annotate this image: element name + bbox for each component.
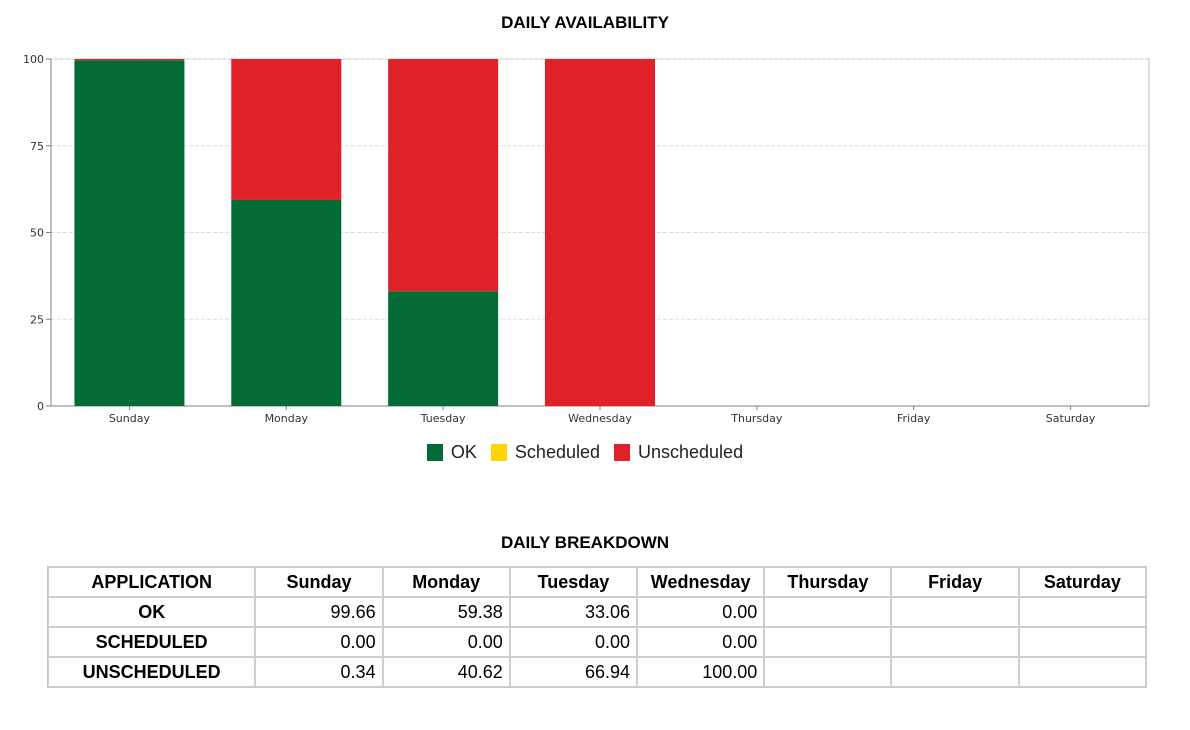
table-cell [891, 597, 1019, 627]
table-row: UNSCHEDULED 0.34 40.62 66.94 100.00 [48, 657, 1146, 687]
bar-ok-monday [231, 199, 342, 406]
table-cell [764, 627, 892, 657]
column-header: Thursday [764, 567, 892, 597]
y-tick-label: 75 [30, 140, 44, 153]
x-tick-label: Thursday [730, 412, 783, 425]
table-cell [891, 627, 1019, 657]
column-header: Wednesday [637, 567, 765, 597]
bar-ok-sunday [74, 60, 185, 406]
x-tick-label: Sunday [109, 412, 151, 425]
table-row: OK 99.66 59.38 33.06 0.00 [48, 597, 1146, 627]
table-row: SCHEDULED 0.00 0.00 0.00 0.00 [48, 627, 1146, 657]
table-cell [764, 657, 892, 687]
legend-label-unscheduled: Unscheduled [638, 442, 744, 462]
table-cell: 0.00 [637, 597, 765, 627]
bar-unscheduled-tuesday [388, 59, 499, 292]
legend-item-scheduled: Scheduled [490, 442, 600, 463]
table-cell: 0.00 [637, 627, 765, 657]
table-cell [1018, 627, 1146, 657]
legend-swatch-ok [426, 444, 443, 461]
legend-label-scheduled: Scheduled [514, 442, 600, 462]
daily-breakdown-table: APPLICATION Sunday Monday Tuesday Wednes… [47, 566, 1147, 688]
column-header: Tuesday [509, 567, 638, 597]
chart-legend: OK Scheduled Unscheduled [0, 442, 1170, 463]
table-cell [1018, 657, 1146, 687]
table-cell: 0.34 [255, 657, 383, 687]
column-header: Saturday [1018, 567, 1146, 597]
table-cell [764, 597, 892, 627]
table-cell: 0.00 [382, 627, 510, 657]
table-cell: 0.00 [255, 627, 383, 657]
y-tick-label: 0 [37, 400, 44, 413]
chart-title: DAILY AVAILABILITY [501, 13, 669, 32]
x-tick-label: Wednesday [568, 412, 632, 425]
bar-ok-tuesday [388, 291, 499, 406]
legend-item-unscheduled: Unscheduled [614, 442, 743, 463]
column-header: Monday [382, 567, 510, 597]
x-tick-label: Tuesday [420, 412, 466, 425]
daily-availability-chart: 0 25 50 75 100 Sunday Monday Tuesday Wednesday Th… [23, 53, 1150, 425]
column-header: APPLICATION [48, 567, 256, 597]
y-tick-label: 50 [30, 227, 44, 240]
table-header-row: APPLICATION Sunday Monday Tuesday Wednes… [48, 567, 1146, 597]
table-cell [891, 657, 1019, 687]
table-cell: 99.66 [255, 597, 383, 627]
table-cell: 66.94 [509, 657, 638, 687]
table-cell: 40.62 [382, 657, 510, 687]
row-label: SCHEDULED [48, 627, 256, 657]
table-cell: 33.06 [509, 597, 638, 627]
column-header: Sunday [255, 567, 383, 597]
row-label: OK [48, 597, 256, 627]
table-cell: 100.00 [637, 657, 765, 687]
table-cell: 0.00 [509, 627, 638, 657]
row-label: UNSCHEDULED [48, 657, 256, 687]
legend-label-ok: OK [450, 442, 477, 462]
legend-swatch-unscheduled [614, 444, 630, 461]
legend-item-ok: OK [426, 442, 477, 463]
bar-unscheduled-wednesday [545, 59, 655, 406]
bar-unscheduled-monday [231, 59, 342, 200]
x-tick-label: Friday [897, 412, 931, 425]
table-cell [1018, 597, 1146, 627]
bar-unscheduled-sunday [74, 59, 185, 61]
x-tick-label: Saturday [1046, 412, 1096, 425]
y-tick-label: 25 [30, 313, 44, 326]
table-cell: 59.38 [382, 597, 510, 627]
column-header: Friday [891, 567, 1019, 597]
x-tick-label: Monday [265, 412, 309, 425]
y-tick-label: 100 [23, 53, 44, 66]
legend-swatch-scheduled [490, 444, 507, 461]
table-title: DAILY BREAKDOWN [500, 533, 670, 552]
